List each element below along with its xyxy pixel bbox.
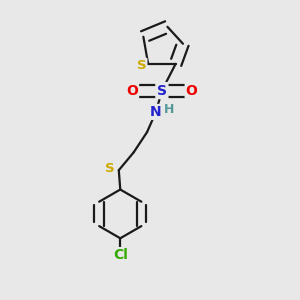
Text: N: N [150,105,162,119]
Text: S: S [137,59,146,72]
Text: H: H [164,103,175,116]
Text: O: O [186,84,197,98]
Text: S: S [105,162,115,175]
Text: O: O [126,84,138,98]
Text: S: S [157,84,167,98]
Text: Cl: Cl [113,248,128,262]
